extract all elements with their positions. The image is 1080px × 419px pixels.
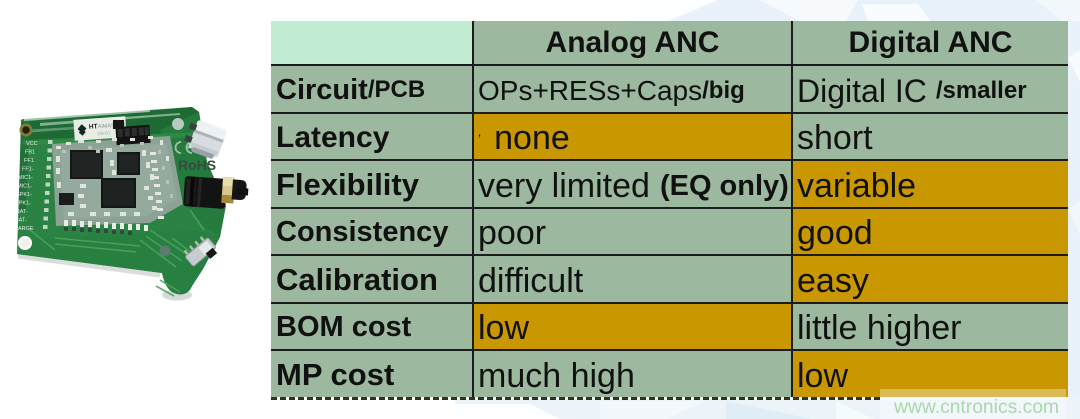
svg-text:FF1-: FF1- — [22, 167, 34, 173]
svg-text:FF1: FF1 — [24, 158, 34, 164]
svg-text:AiMASTER: AiMASTER — [98, 122, 126, 130]
svg-text:SPK1-: SPK1- — [16, 192, 32, 198]
svg-text:DR-01: DR-01 — [97, 130, 111, 136]
svg-text:HT: HT — [89, 123, 98, 131]
svg-text:BAT-: BAT- — [16, 209, 28, 215]
svg-text:MIC1-: MIC1- — [17, 184, 32, 190]
svg-text:VCC: VCC — [26, 141, 38, 147]
svg-text:MIC1-: MIC1- — [18, 175, 33, 181]
svg-text:CHARGE: CHARGE — [10, 226, 34, 232]
svg-text:RoHS: RoHS — [178, 157, 216, 173]
svg-text:BAT-: BAT- — [15, 218, 27, 224]
svg-text:SPK1-: SPK1- — [15, 201, 31, 207]
svg-text:FB1: FB1 — [25, 150, 35, 156]
